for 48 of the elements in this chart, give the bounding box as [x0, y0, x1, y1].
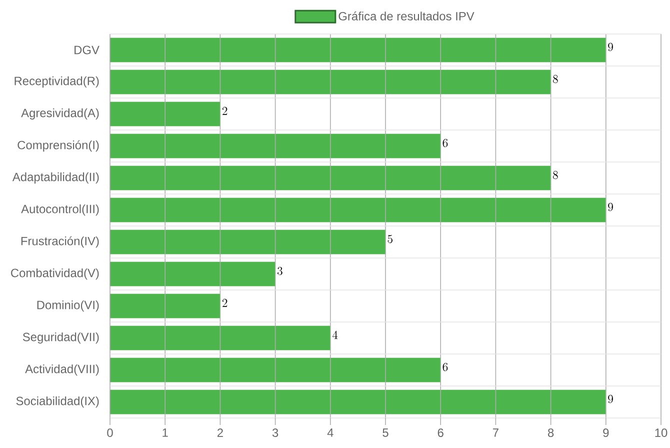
x-tick-label: 1	[162, 428, 168, 437]
y-tick-label: Adaptabilidad(II)	[12, 172, 99, 184]
y-tick-label: Frustración(IV)	[21, 236, 99, 248]
data-label: 8	[552, 74, 558, 84]
y-tick-label: Actividad(VIII)	[25, 364, 99, 376]
data-label: 9	[608, 202, 613, 212]
data-label: 3	[277, 266, 282, 276]
y-tick-label: Dominio(VI)	[37, 300, 99, 312]
bar	[110, 358, 441, 382]
data-label: 8	[552, 170, 558, 180]
x-tick-label: 0	[107, 428, 113, 437]
data-label: 9	[608, 42, 613, 52]
x-tick-label: 2	[217, 428, 223, 437]
x-tick-label: 9	[603, 428, 609, 437]
data-label: 6	[442, 138, 448, 148]
data-label: 2	[222, 106, 228, 115]
y-tick-label: Agresividad(A)	[21, 108, 99, 120]
y-tick-label: Receptividad(R)	[14, 76, 99, 88]
x-tick-label: 3	[272, 428, 278, 437]
bar	[110, 326, 331, 350]
legend-label: Gráfica de resultados IPV	[338, 12, 474, 20]
data-label: 4	[332, 330, 338, 339]
x-tick-label: 4	[327, 428, 334, 437]
bar	[110, 166, 552, 190]
bar	[110, 102, 220, 126]
data-label: 5	[388, 234, 392, 244]
data-label: 9	[608, 394, 613, 404]
x-tick-label: 10	[655, 428, 668, 437]
x-tick-label: 8	[548, 428, 554, 437]
bar	[110, 134, 441, 158]
y-tick-label: Autocontrol(III)	[21, 204, 99, 216]
data-label: 2	[222, 298, 228, 307]
bar	[110, 230, 386, 254]
data-label: 6	[442, 362, 448, 372]
y-tick-label: Combatividad(V)	[11, 268, 99, 280]
bar	[110, 294, 220, 318]
bar	[110, 262, 276, 286]
y-tick-label: Sociabilidad(IX)	[16, 396, 99, 408]
bar	[110, 38, 606, 62]
bar	[110, 198, 606, 222]
y-tick-label: DGV	[74, 46, 100, 54]
x-tick-label: 7	[492, 428, 498, 437]
x-tick-label: 6	[438, 428, 444, 437]
y-tick-label: Seguridad(VII)	[22, 332, 99, 344]
x-tick-label: 5	[382, 428, 388, 437]
bar	[110, 70, 552, 94]
bar	[110, 390, 606, 414]
y-tick-label: Comprensión(I)	[18, 140, 99, 152]
